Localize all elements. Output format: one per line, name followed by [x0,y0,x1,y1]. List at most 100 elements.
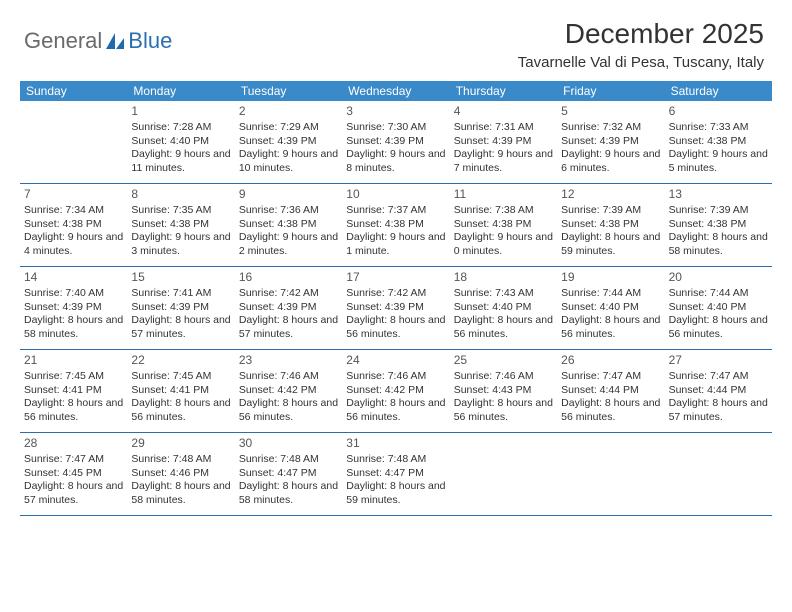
daylight-text: Daylight: 8 hours and 56 minutes. [346,397,445,424]
sunset-text: Sunset: 4:38 PM [454,218,553,231]
day-number: 28 [24,436,123,451]
day-number: 7 [24,187,123,202]
day-number: 3 [346,104,445,119]
weeks-container: 1Sunrise: 7:28 AMSunset: 4:40 PMDaylight… [20,101,772,516]
dow-wed: Wednesday [342,81,449,101]
day-cell: 26Sunrise: 7:47 AMSunset: 4:44 PMDayligh… [557,350,664,432]
dow-thu: Thursday [450,81,557,101]
sunrise-text: Sunrise: 7:36 AM [239,204,338,217]
day-cell: 22Sunrise: 7:45 AMSunset: 4:41 PMDayligh… [127,350,234,432]
sunrise-text: Sunrise: 7:35 AM [131,204,230,217]
day-number: 20 [669,270,768,285]
sunrise-text: Sunrise: 7:47 AM [24,453,123,466]
sunrise-text: Sunrise: 7:46 AM [346,370,445,383]
empty-cell [557,433,664,515]
sunrise-text: Sunrise: 7:48 AM [239,453,338,466]
daylight-text: Daylight: 8 hours and 56 minutes. [561,397,660,424]
sunset-text: Sunset: 4:44 PM [669,384,768,397]
sunrise-text: Sunrise: 7:47 AM [561,370,660,383]
day-number: 16 [239,270,338,285]
week-row: 21Sunrise: 7:45 AMSunset: 4:41 PMDayligh… [20,350,772,433]
sunrise-text: Sunrise: 7:40 AM [24,287,123,300]
day-cell: 24Sunrise: 7:46 AMSunset: 4:42 PMDayligh… [342,350,449,432]
sunset-text: Sunset: 4:38 PM [346,218,445,231]
sunset-text: Sunset: 4:46 PM [131,467,230,480]
sunset-text: Sunset: 4:40 PM [131,135,230,148]
location-label: Tavarnelle Val di Pesa, Tuscany, Italy [518,54,764,71]
sunset-text: Sunset: 4:40 PM [454,301,553,314]
daylight-text: Daylight: 9 hours and 7 minutes. [454,148,553,175]
sunrise-text: Sunrise: 7:46 AM [454,370,553,383]
day-cell: 3Sunrise: 7:30 AMSunset: 4:39 PMDaylight… [342,101,449,183]
day-number: 23 [239,353,338,368]
daylight-text: Daylight: 9 hours and 2 minutes. [239,231,338,258]
empty-cell [20,101,127,183]
day-cell: 28Sunrise: 7:47 AMSunset: 4:45 PMDayligh… [20,433,127,515]
sunset-text: Sunset: 4:38 PM [239,218,338,231]
daylight-text: Daylight: 8 hours and 56 minutes. [131,397,230,424]
day-cell: 25Sunrise: 7:46 AMSunset: 4:43 PMDayligh… [450,350,557,432]
sunset-text: Sunset: 4:47 PM [239,467,338,480]
day-cell: 30Sunrise: 7:48 AMSunset: 4:47 PMDayligh… [235,433,342,515]
sunset-text: Sunset: 4:40 PM [669,301,768,314]
daylight-text: Daylight: 8 hours and 59 minutes. [346,480,445,507]
logo-sail-icon [104,31,126,51]
sunset-text: Sunset: 4:42 PM [346,384,445,397]
sunset-text: Sunset: 4:41 PM [24,384,123,397]
sunrise-text: Sunrise: 7:48 AM [131,453,230,466]
sunset-text: Sunset: 4:43 PM [454,384,553,397]
day-cell: 29Sunrise: 7:48 AMSunset: 4:46 PMDayligh… [127,433,234,515]
sunrise-text: Sunrise: 7:43 AM [454,287,553,300]
week-row: 28Sunrise: 7:47 AMSunset: 4:45 PMDayligh… [20,433,772,516]
daylight-text: Daylight: 8 hours and 59 minutes. [561,231,660,258]
sunset-text: Sunset: 4:39 PM [131,301,230,314]
daylight-text: Daylight: 8 hours and 58 minutes. [24,314,123,341]
daylight-text: Daylight: 8 hours and 58 minutes. [669,231,768,258]
week-row: 7Sunrise: 7:34 AMSunset: 4:38 PMDaylight… [20,184,772,267]
day-cell: 16Sunrise: 7:42 AMSunset: 4:39 PMDayligh… [235,267,342,349]
daylight-text: Daylight: 9 hours and 5 minutes. [669,148,768,175]
day-number: 1 [131,104,230,119]
dow-sat: Saturday [665,81,772,101]
day-number: 19 [561,270,660,285]
sunrise-text: Sunrise: 7:45 AM [131,370,230,383]
daylight-text: Daylight: 8 hours and 56 minutes. [24,397,123,424]
day-number: 17 [346,270,445,285]
sunset-text: Sunset: 4:38 PM [561,218,660,231]
sunrise-text: Sunrise: 7:48 AM [346,453,445,466]
sunrise-text: Sunrise: 7:39 AM [561,204,660,217]
sunrise-text: Sunrise: 7:41 AM [131,287,230,300]
day-number: 5 [561,104,660,119]
day-number: 4 [454,104,553,119]
sunset-text: Sunset: 4:39 PM [561,135,660,148]
sunset-text: Sunset: 4:39 PM [239,135,338,148]
day-number: 29 [131,436,230,451]
sunrise-text: Sunrise: 7:28 AM [131,121,230,134]
sunset-text: Sunset: 4:38 PM [669,135,768,148]
daylight-text: Daylight: 8 hours and 56 minutes. [669,314,768,341]
day-number: 31 [346,436,445,451]
day-number: 25 [454,353,553,368]
day-number: 15 [131,270,230,285]
days-of-week-row: Sunday Monday Tuesday Wednesday Thursday… [20,81,772,101]
sunrise-text: Sunrise: 7:46 AM [239,370,338,383]
daylight-text: Daylight: 8 hours and 57 minutes. [24,480,123,507]
sunrise-text: Sunrise: 7:37 AM [346,204,445,217]
dow-tue: Tuesday [235,81,342,101]
daylight-text: Daylight: 9 hours and 3 minutes. [131,231,230,258]
day-number: 8 [131,187,230,202]
day-number: 26 [561,353,660,368]
sunrise-text: Sunrise: 7:34 AM [24,204,123,217]
sunset-text: Sunset: 4:40 PM [561,301,660,314]
daylight-text: Daylight: 8 hours and 56 minutes. [454,314,553,341]
day-number: 12 [561,187,660,202]
daylight-text: Daylight: 9 hours and 0 minutes. [454,231,553,258]
daylight-text: Daylight: 8 hours and 56 minutes. [346,314,445,341]
sunset-text: Sunset: 4:41 PM [131,384,230,397]
day-cell: 7Sunrise: 7:34 AMSunset: 4:38 PMDaylight… [20,184,127,266]
day-number: 13 [669,187,768,202]
day-cell: 6Sunrise: 7:33 AMSunset: 4:38 PMDaylight… [665,101,772,183]
day-cell: 19Sunrise: 7:44 AMSunset: 4:40 PMDayligh… [557,267,664,349]
sunset-text: Sunset: 4:42 PM [239,384,338,397]
sunrise-text: Sunrise: 7:38 AM [454,204,553,217]
